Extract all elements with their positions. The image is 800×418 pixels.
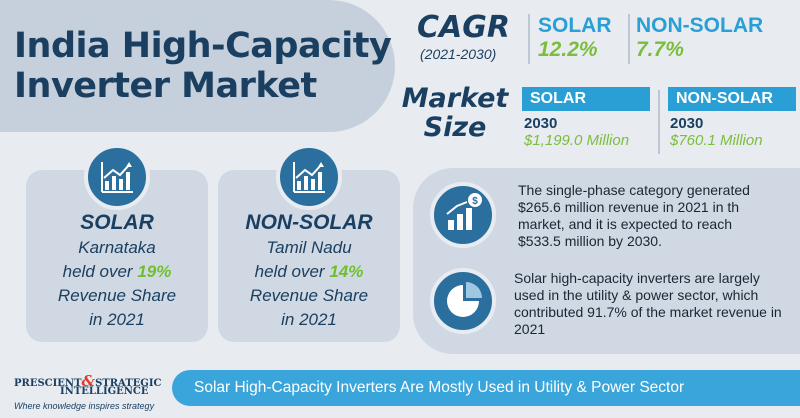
solar-card-year: in 2021 [89, 310, 145, 329]
growth-chart-icon [84, 144, 150, 210]
non-solar-card-share: held over 14% [218, 262, 400, 282]
solar-card-region: Karnataka [78, 238, 156, 257]
market-size-label: Market Size [400, 84, 510, 142]
cagr-label: CAGR [417, 10, 510, 45]
market-size-solar-header: SOLAR [522, 87, 650, 111]
title-panel: India High-Capacity Inverter Market [0, 0, 395, 132]
info-text-utility: Solar high-capacity inverters are largel… [514, 270, 782, 337]
market-size-label-line-2: Size [423, 112, 487, 143]
divider [628, 14, 630, 64]
market-size-solar-value: $1,199.0 Million [524, 132, 630, 149]
market-size-non-solar-year: 2030 [670, 115, 704, 132]
title-line-1: India High-Capacity [14, 26, 392, 66]
logo-text-strategic: STRATEGIC [95, 378, 162, 389]
logo-ampersand: & [81, 372, 96, 390]
logo: PRESCIENT&STRATEGIC [14, 372, 162, 390]
page-title: India High-Capacity Inverter Market [14, 26, 392, 106]
market-size-label-line-1: Market [401, 83, 509, 114]
non-solar-card-revenue-share: Revenue Share [249, 286, 369, 305]
logo-text-intelligence: INTELLIGENCE [60, 386, 149, 397]
revenue-growth-icon: $ [430, 182, 496, 248]
market-size-non-solar-header: NON-SOLAR [668, 87, 796, 111]
svg-text:$: $ [472, 196, 478, 207]
divider [658, 90, 660, 154]
info-text-single-phase: The single-phase category generated $265… [518, 182, 750, 249]
logo-tagline: Where knowledge inspires strategy [14, 401, 155, 411]
cagr-solar-label: SOLAR [538, 14, 612, 37]
non-solar-card-year: in 2021 [281, 310, 337, 329]
share-prefix: held over [62, 262, 138, 281]
cagr-non-solar-value: 7.7% [636, 38, 684, 61]
logo-text-prescient: PRESCIENT [14, 378, 82, 389]
bottom-banner: Solar High-Capacity Inverters Are Mostly… [172, 370, 800, 406]
share-prefix: held over [254, 262, 330, 281]
share-value: 14% [329, 262, 364, 281]
cagr-solar-value: 12.2% [538, 38, 598, 61]
share-value: 19% [137, 262, 172, 281]
market-size-non-solar-value: $760.1 Million [670, 132, 763, 149]
solar-card-title: SOLAR [80, 211, 154, 234]
divider [528, 14, 530, 64]
non-solar-card-region: Tamil Nadu [266, 238, 352, 257]
market-size-solar-year: 2030 [524, 115, 558, 132]
solar-card-share: held over 19% [26, 262, 208, 282]
non-solar-card-title: NON-SOLAR [245, 211, 373, 234]
cagr-non-solar-label: NON-SOLAR [636, 14, 764, 37]
growth-chart-icon [276, 144, 342, 210]
solar-card-revenue-share: Revenue Share [57, 286, 177, 305]
pie-chart-icon [430, 268, 496, 334]
title-line-2: Inverter Market [14, 66, 317, 106]
cagr-period: (2021-2030) [420, 46, 497, 62]
